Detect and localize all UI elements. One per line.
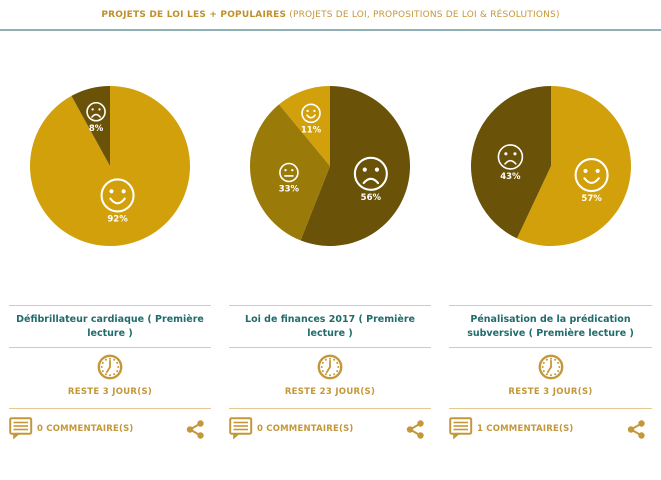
time-remaining-label: RESTE 3 JOUR(S) <box>508 387 593 397</box>
comment-row: 0 COMMENTAIRE(S) <box>9 417 211 441</box>
comment-bubble-icon <box>229 417 253 440</box>
comment-count-label[interactable]: 0 COMMENTAIRE(S) <box>37 424 134 434</box>
pie-slice-sad[interactable] <box>470 86 551 239</box>
bill-title-block: Défibrillateur cardiaque ( Première lect… <box>9 305 211 348</box>
pie-slice-percentage: 92% <box>107 214 128 224</box>
bill-card: 92% 8% Défibrillateur cardiaque ( Premièr… <box>0 31 220 441</box>
bill-title-block: Pénalisation de la prédication subversiv… <box>449 305 652 348</box>
card-divider <box>449 408 652 409</box>
pie-slice-percentage: 56% <box>361 193 382 203</box>
section-header: PROJETS DE LOI LES + POPULAIRES (PROJETS… <box>0 0 661 21</box>
pie-chart-container: 92% 8% <box>9 83 211 249</box>
happy-face-icon <box>100 178 135 213</box>
pie-slice-percentage: 57% <box>581 194 602 204</box>
comment-bubble-icon <box>449 417 473 440</box>
happy-face-icon <box>301 103 321 124</box>
share-icon <box>627 419 645 439</box>
bill-title-block: Loi de finances 2017 ( Première lecture … <box>229 305 431 348</box>
comment-row: 0 COMMENTAIRE(S) <box>229 417 431 441</box>
time-remaining-section: RESTE 23 JOUR(S) <box>229 354 431 397</box>
comment-row: 1 COMMENTAIRE(S) <box>449 417 652 441</box>
card-divider <box>229 408 431 409</box>
happy-face-icon <box>574 158 609 193</box>
time-remaining-section: RESTE 3 JOUR(S) <box>449 354 652 397</box>
bill-title-link[interactable]: Défibrillateur cardiaque ( Première lect… <box>16 314 204 339</box>
sentiment-pie-chart[interactable]: 92% 8% <box>27 83 193 249</box>
time-remaining-label: RESTE 23 JOUR(S) <box>284 387 376 397</box>
clock-icon <box>317 354 343 380</box>
comment-bubble-icon <box>9 417 33 440</box>
share-button[interactable] <box>406 419 425 439</box>
bill-title-link[interactable]: Pénalisation de la prédication subversiv… <box>467 314 634 339</box>
bill-card: 56% 33% 11% Loi de finances 2017 ( Premièr… <box>220 31 440 441</box>
sad-face-icon <box>353 156 388 191</box>
clock-icon <box>538 354 563 380</box>
pie-slice-sad[interactable] <box>71 86 110 166</box>
pie-slice-percentage: 11% <box>301 125 322 135</box>
sad-face-icon <box>497 144 523 170</box>
comment-count-label[interactable]: 1 COMMENTAIRE(S) <box>477 424 574 434</box>
pie-slice-percentage: 33% <box>279 185 300 195</box>
share-button[interactable] <box>186 419 205 439</box>
time-remaining-label: RESTE 3 JOUR(S) <box>67 387 153 397</box>
share-button[interactable] <box>627 419 646 439</box>
share-icon <box>186 419 204 439</box>
pie-chart-container: 56% 33% 11% <box>229 83 431 249</box>
section-subtitle: (PROJETS DE LOI, PROPOSITIONS DE LOI & R… <box>289 10 560 20</box>
bill-card: 57% 43% Pénalisation de la prédication su… <box>440 31 661 441</box>
pie-chart-container: 57% 43% <box>449 83 652 249</box>
bill-title-link[interactable]: Loi de finances 2017 ( Première lecture … <box>245 314 415 339</box>
comment-count-label[interactable]: 0 COMMENTAIRE(S) <box>257 424 354 434</box>
time-remaining-section: RESTE 3 JOUR(S) <box>9 354 211 397</box>
section-title: PROJETS DE LOI LES + POPULAIRES <box>101 10 287 20</box>
bills-grid: 92% 8% Défibrillateur cardiaque ( Premièr… <box>0 31 661 441</box>
pie-slice-percentage: 8% <box>89 124 104 134</box>
sad-face-icon <box>86 101 106 122</box>
share-icon <box>406 419 424 439</box>
sentiment-pie-chart[interactable]: 56% 33% 11% <box>247 83 413 249</box>
pie-slice-happy[interactable] <box>516 86 631 246</box>
card-divider <box>9 408 211 409</box>
pie-slice-neutral[interactable] <box>250 104 330 241</box>
sentiment-pie-chart[interactable]: 57% 43% <box>468 83 634 249</box>
pie-slice-sad[interactable] <box>300 86 411 246</box>
neutral-face-icon <box>279 162 299 183</box>
header-divider <box>0 29 661 31</box>
clock-icon <box>97 354 123 380</box>
pie-slice-percentage: 43% <box>500 172 521 182</box>
pie-slice-happy[interactable] <box>30 86 191 246</box>
